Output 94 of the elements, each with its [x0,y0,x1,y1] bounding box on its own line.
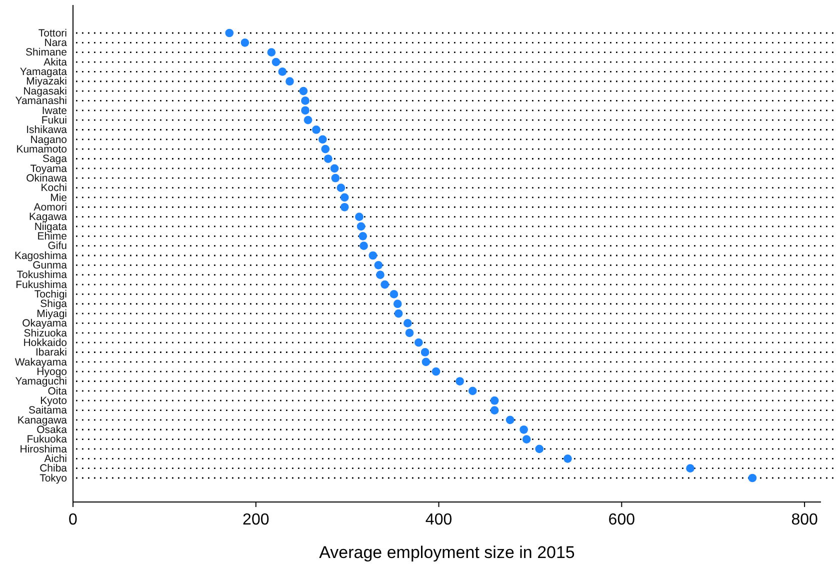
y-tick-label: Osaka [36,424,68,436]
x-tick-label: 0 [68,511,78,528]
point [286,77,294,86]
point [520,425,528,434]
y-tick-label: Nara [44,37,68,50]
point [394,309,403,318]
y-tick-label: Tokyo [40,472,68,484]
y-tick-label: Tottori [38,27,67,40]
y-tick-label: Kochi [40,182,67,194]
y-tick-label: Akita [44,56,68,68]
point [340,193,349,202]
point [490,396,499,405]
point [318,135,327,144]
point [331,174,340,182]
point [564,454,572,463]
y-tick-label: Miyagi [36,308,67,320]
y-tick-label: Yamaguchi [15,376,67,388]
y-tick-label: Shiga [40,298,68,310]
point [330,164,339,173]
point [299,86,308,96]
point [422,358,430,366]
y-tick-label: Shizuoka [24,327,68,340]
y-tick-label: Hokkaido [23,336,68,349]
y-tick-label: Shimane [26,46,68,59]
point [432,367,440,376]
point [393,300,402,308]
y-tick-label: Okinawa [26,172,68,184]
y-tick-label: Fukuoka [26,434,68,446]
point [506,416,514,424]
x-tick-label: 600 [608,511,636,528]
y-tick-label: Mie [50,192,68,204]
y-tick-label: Aomori [34,201,67,214]
x-tick-label: 200 [242,511,270,528]
y-tick-label: Fukushima [16,278,68,291]
point [468,386,477,396]
point [301,96,310,105]
y-tick-label: Miyazaki [26,76,67,88]
x-tick-label: 400 [425,511,452,528]
y-tick-label: Yamanashi [15,95,67,108]
y-tick-label: Wakayama [14,356,68,368]
point [403,319,412,328]
point [225,28,234,38]
y-tick-label: Niigata [34,220,68,233]
point [340,202,349,212]
point [414,338,423,347]
point [336,184,346,192]
point [368,251,378,260]
point [374,261,383,270]
y-tick-label: Hiroshima [20,443,68,456]
y-tick-label: Saitama [28,404,68,417]
point [240,38,250,47]
point [312,126,320,134]
y-tick-label: Gifu [48,240,68,252]
y-tick-label: Nagano [30,134,68,146]
point [420,348,430,356]
y-tick-label: Saga [42,153,68,166]
point [380,280,390,289]
point [358,232,368,240]
y-tick-label: Tokushima [16,269,68,282]
point [405,328,414,338]
point [748,474,757,482]
x-tick-label: 800 [791,511,818,528]
point [301,106,310,115]
y-tick-label: Kagoshima [14,250,68,262]
point [390,290,398,298]
point [324,154,332,163]
y-tick-label: Fukui [41,114,67,126]
point [356,222,366,231]
x-axis-title: Average employment size in 2015 [319,543,575,562]
y-tick-label: Ishikawa [26,124,68,136]
y-tick-label: Kanagawa [17,414,68,426]
point [272,58,280,66]
y-tick-label: Kagawa [29,211,68,224]
y-tick-label: Kyoto [40,394,68,407]
y-tick-label: Oita [48,385,68,398]
point [321,144,330,154]
y-tick-label: Chiba [40,462,68,475]
point [535,444,544,454]
point [355,212,364,221]
point [456,377,464,386]
y-tick-label: Iwate [42,104,68,117]
point [686,464,694,472]
y-tick-label: Ibaraki [35,346,67,359]
point [267,48,276,57]
point [278,68,287,76]
point [304,116,312,124]
point [376,270,384,280]
point [360,242,368,250]
point [490,406,499,414]
y-tick-label: Okayama [22,318,68,330]
y-tick-label: Tochigi [34,288,67,301]
y-tick-label: Yamagata [20,66,68,78]
point [522,435,531,444]
y-tick-label: Nagasaki [23,85,67,98]
